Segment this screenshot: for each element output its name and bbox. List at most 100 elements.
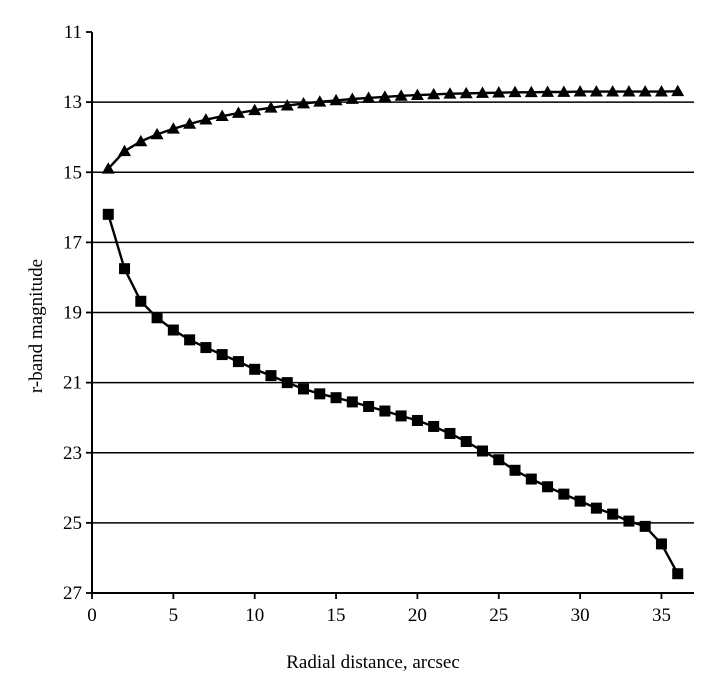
- series-2-point-11: [265, 370, 277, 382]
- y-tick-label-15: 15: [63, 162, 82, 183]
- series-1-point-18: [378, 90, 392, 102]
- series-2-point-27: [525, 473, 537, 485]
- series-1-point-26: [508, 85, 522, 98]
- axes: [86, 31, 694, 599]
- series-1-point-5: [166, 122, 180, 134]
- x-tick-label-35: 35: [652, 605, 671, 626]
- series-2-point-36: [672, 568, 684, 580]
- x-axis-title: Radial distance, arcsec: [286, 652, 460, 673]
- series-1-point-6: [183, 117, 197, 129]
- series-2-point-5: [167, 324, 179, 336]
- series-2-point-35: [655, 538, 667, 550]
- series-2-point-21: [428, 420, 440, 432]
- x-tick-labels: 0 5 10 15 20 25 30 35: [87, 605, 671, 626]
- series-2-point-14: [314, 388, 326, 400]
- y-tick-labels: 11 13 15 17 19 21 23 25 27: [63, 22, 82, 604]
- series-2-point-16: [346, 396, 358, 408]
- series-2-point-17: [363, 400, 375, 412]
- x-tick-label-15: 15: [327, 605, 346, 626]
- series-1-point-19: [394, 89, 408, 101]
- series-2-point-28: [542, 481, 554, 493]
- series-1-point-16: [345, 92, 359, 104]
- series-2-point-3: [135, 295, 147, 307]
- series-1-point-23: [459, 86, 473, 99]
- series-2-point-20: [411, 414, 423, 426]
- y-tick-label-23: 23: [63, 443, 82, 464]
- x-tick-label-0: 0: [87, 605, 97, 626]
- series-1-point-31: [589, 85, 603, 97]
- series-2-point-29: [558, 488, 570, 500]
- series-2-point-31: [590, 502, 602, 514]
- series-1-point-11: [264, 101, 278, 113]
- series-2-point-4: [151, 312, 163, 324]
- series-1-point-20: [410, 88, 424, 100]
- series-1-point-24: [475, 86, 489, 98]
- series-1-point-2: [118, 144, 132, 157]
- y-tick-label-13: 13: [63, 92, 82, 113]
- series-1-point-33: [622, 85, 636, 97]
- series-1-point-32: [606, 85, 620, 97]
- y-tick-label-19: 19: [63, 303, 82, 324]
- series-2-point-30: [574, 495, 586, 507]
- series-2-point-23: [460, 436, 472, 448]
- series-1-point-27: [524, 85, 538, 98]
- x-tick-label-20: 20: [408, 605, 427, 626]
- series-2-point-18: [379, 405, 391, 417]
- series-2-point-33: [623, 515, 635, 527]
- series-1-line: [107, 90, 678, 170]
- series-1-point-4: [150, 127, 164, 140]
- series-1-point-13: [297, 97, 311, 109]
- series-1-point-35: [654, 85, 668, 97]
- series-1-point-17: [362, 91, 376, 103]
- series-2-square: [102, 208, 684, 580]
- series-layer: [101, 84, 685, 580]
- series-1-point-28: [541, 85, 555, 97]
- series-1-point-29: [557, 85, 571, 97]
- series-1-point-34: [638, 85, 652, 97]
- series-2-point-25: [493, 454, 505, 466]
- series-1-point-3: [134, 134, 148, 147]
- series-1-point-7: [199, 113, 213, 125]
- y-tick-label-17: 17: [63, 232, 82, 253]
- y-tick-label-11: 11: [64, 22, 82, 43]
- series-2-point-7: [200, 342, 212, 354]
- x-tick-label-10: 10: [245, 605, 264, 626]
- series-2-point-10: [249, 363, 261, 375]
- series-2-point-26: [509, 464, 521, 476]
- series-1-point-22: [443, 87, 457, 99]
- series-1-point-25: [492, 86, 506, 98]
- series-1-point-21: [427, 87, 441, 100]
- series-2-point-12: [281, 377, 293, 389]
- series-2-point-32: [607, 508, 619, 520]
- x-tick-label-25: 25: [489, 605, 508, 626]
- series-2-point-9: [232, 356, 244, 368]
- series-1-point-14: [313, 95, 327, 107]
- x-tick-label-30: 30: [571, 605, 590, 626]
- series-2-point-22: [444, 427, 456, 439]
- y-tick-label-21: 21: [63, 373, 82, 394]
- series-1-point-8: [215, 109, 229, 122]
- series-2-point-34: [639, 520, 651, 532]
- series-1-point-30: [573, 85, 587, 97]
- series-1-point-12: [280, 99, 294, 111]
- series-2-point-13: [298, 383, 310, 395]
- series-2-point-15: [330, 392, 342, 404]
- x-tick-label-5: 5: [169, 605, 179, 626]
- series-1-point-10: [248, 103, 262, 116]
- series-2-point-24: [476, 445, 488, 457]
- series-2-point-2: [119, 263, 131, 275]
- series-2-point-6: [184, 334, 196, 346]
- series-1-point-1: [101, 162, 115, 174]
- y-axis-title: r-band magnitude: [26, 259, 47, 393]
- series-2-point-1: [102, 208, 114, 220]
- series-2-line: [107, 213, 679, 575]
- series-1-point-36: [671, 84, 685, 97]
- series-2-point-19: [395, 410, 407, 422]
- series-1-point-15: [329, 93, 343, 106]
- series-1-triangle: [101, 84, 685, 174]
- y-tick-label-25: 25: [63, 513, 82, 534]
- series-1-point-9: [231, 106, 245, 118]
- series-2-point-8: [216, 349, 228, 361]
- grid-lines: [92, 101, 694, 524]
